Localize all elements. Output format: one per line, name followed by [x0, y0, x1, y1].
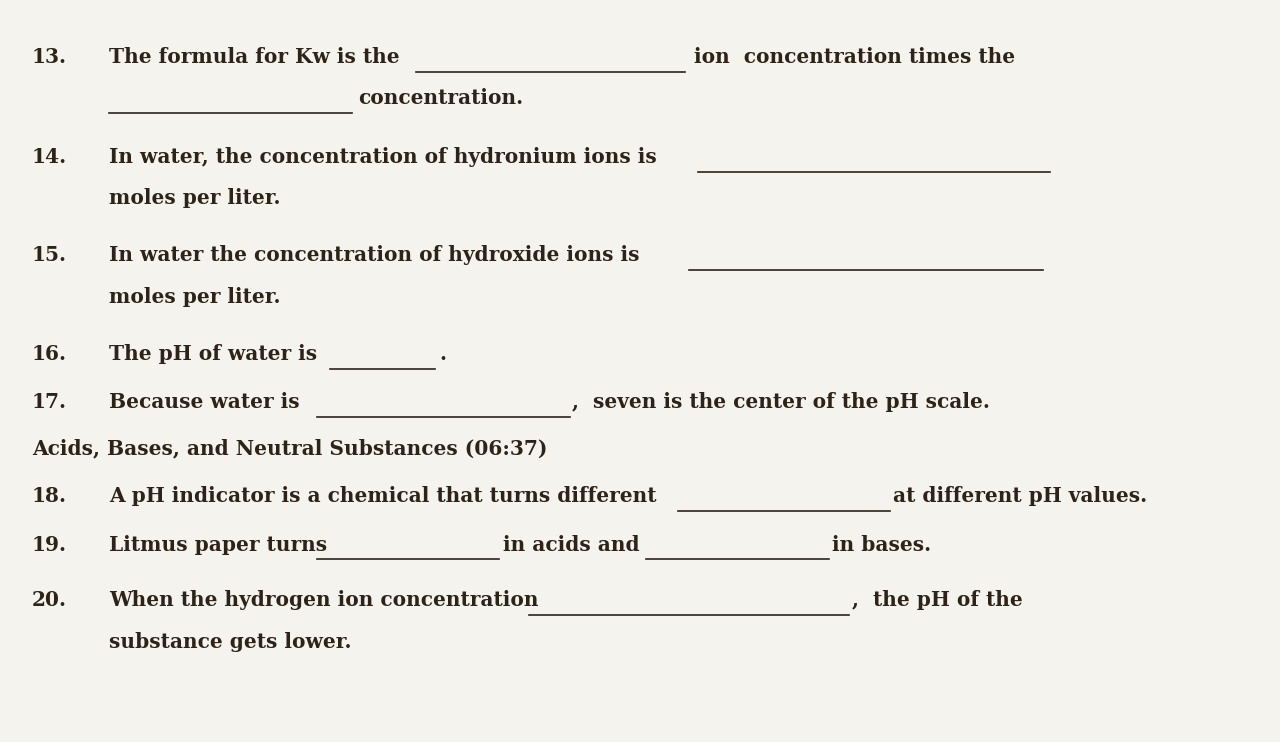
Text: A pH indicator is a chemical that turns different: A pH indicator is a chemical that turns …: [109, 486, 663, 506]
Text: Because water is: Because water is: [109, 392, 306, 412]
Text: Litmus paper turns: Litmus paper turns: [109, 534, 334, 554]
Text: 15.: 15.: [32, 245, 67, 265]
Text: moles per liter.: moles per liter.: [109, 188, 280, 208]
Text: Acids, Bases, and Neutral Substances (06:37): Acids, Bases, and Neutral Substances (06…: [32, 438, 548, 458]
Text: ,  seven is the center of the pH scale.: , seven is the center of the pH scale.: [572, 392, 989, 412]
Text: 14.: 14.: [32, 147, 67, 167]
Text: .: .: [439, 344, 445, 364]
Text: When the hydrogen ion concentration: When the hydrogen ion concentration: [109, 590, 545, 610]
Text: ,  the pH of the: , the pH of the: [852, 590, 1023, 610]
Text: moles per liter.: moles per liter.: [109, 286, 280, 306]
Text: in bases.: in bases.: [832, 534, 931, 554]
Text: 17.: 17.: [32, 392, 67, 412]
Text: In water the concentration of hydroxide ions is: In water the concentration of hydroxide …: [109, 245, 646, 265]
Text: 18.: 18.: [32, 486, 67, 506]
Text: 20.: 20.: [32, 590, 67, 610]
Text: The formula for Kw is the: The formula for Kw is the: [109, 47, 407, 67]
Text: 13.: 13.: [32, 47, 67, 67]
Text: ion  concentration times the: ion concentration times the: [694, 47, 1015, 67]
Text: The pH of water is: The pH of water is: [109, 344, 324, 364]
Text: In water, the concentration of hydronium ions is: In water, the concentration of hydronium…: [109, 147, 663, 167]
Text: concentration.: concentration.: [358, 88, 524, 108]
Text: 16.: 16.: [32, 344, 67, 364]
Text: at different pH values.: at different pH values.: [893, 486, 1148, 506]
Text: substance gets lower.: substance gets lower.: [109, 631, 351, 651]
Text: in acids and: in acids and: [503, 534, 646, 554]
Text: 19.: 19.: [32, 534, 67, 554]
